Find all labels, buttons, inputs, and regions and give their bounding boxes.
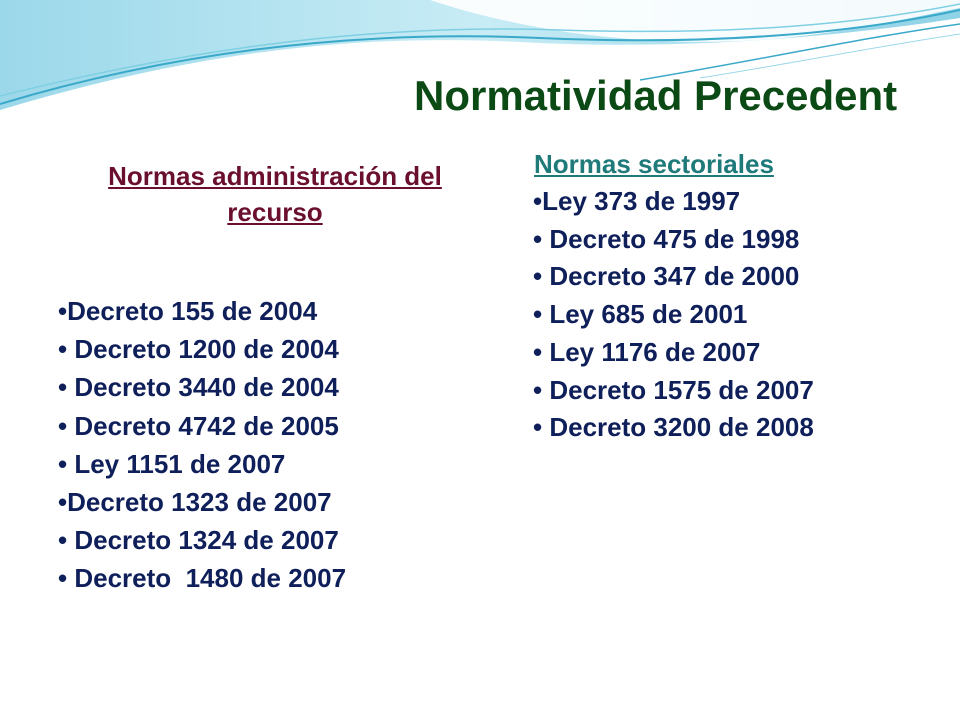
left-decree-list: •Decreto 155 de 2004 • Decreto 1200 de 2… <box>58 292 478 598</box>
list-item: •Decreto 155 de 2004 <box>58 296 318 326</box>
list-item: • Decreto 1575 de 2007 <box>533 374 814 405</box>
left-column-heading[interactable]: Normas administración del recurso <box>108 161 442 227</box>
list-item: •Decreto 1323 de 2007 <box>58 487 332 518</box>
list-item: • Decreto 3440 de 2004 <box>58 372 339 403</box>
list-item: • Decreto 347 de 2000 <box>533 261 800 292</box>
list-item: • Ley 1151 de 2007 <box>58 448 286 479</box>
wave-line-1 <box>0 9 960 105</box>
wave-line-2 <box>0 3 960 97</box>
wave-line-4 <box>699 33 960 79</box>
list-item: • Ley 1176 de 2007 <box>533 336 761 367</box>
list-item: •Ley 373 de 1997 <box>533 186 741 216</box>
slide-title: Normatividad Precedent <box>414 72 898 119</box>
list-item: • Ley 685 de 2001 <box>533 299 748 330</box>
list-item: • Decreto 1200 de 2004 <box>58 334 339 365</box>
wave-banner <box>0 0 960 110</box>
list-item: • Decreto 1480 de 2007 <box>58 563 347 594</box>
list-item: • Decreto 3200 de 2008 <box>533 412 814 443</box>
list-item: • Decreto 475 de 1998 <box>533 223 800 254</box>
list-item: • Decreto 4742 de 2005 <box>58 410 339 441</box>
wave-line-3 <box>639 23 960 81</box>
right-decree-list: •Ley 373 de 1997 • Decreto 475 de 1998 •… <box>533 183 823 447</box>
right-column-heading[interactable]: Normas sectoriales <box>534 149 774 179</box>
list-item: • Decreto 1324 de 2007 <box>58 525 339 556</box>
